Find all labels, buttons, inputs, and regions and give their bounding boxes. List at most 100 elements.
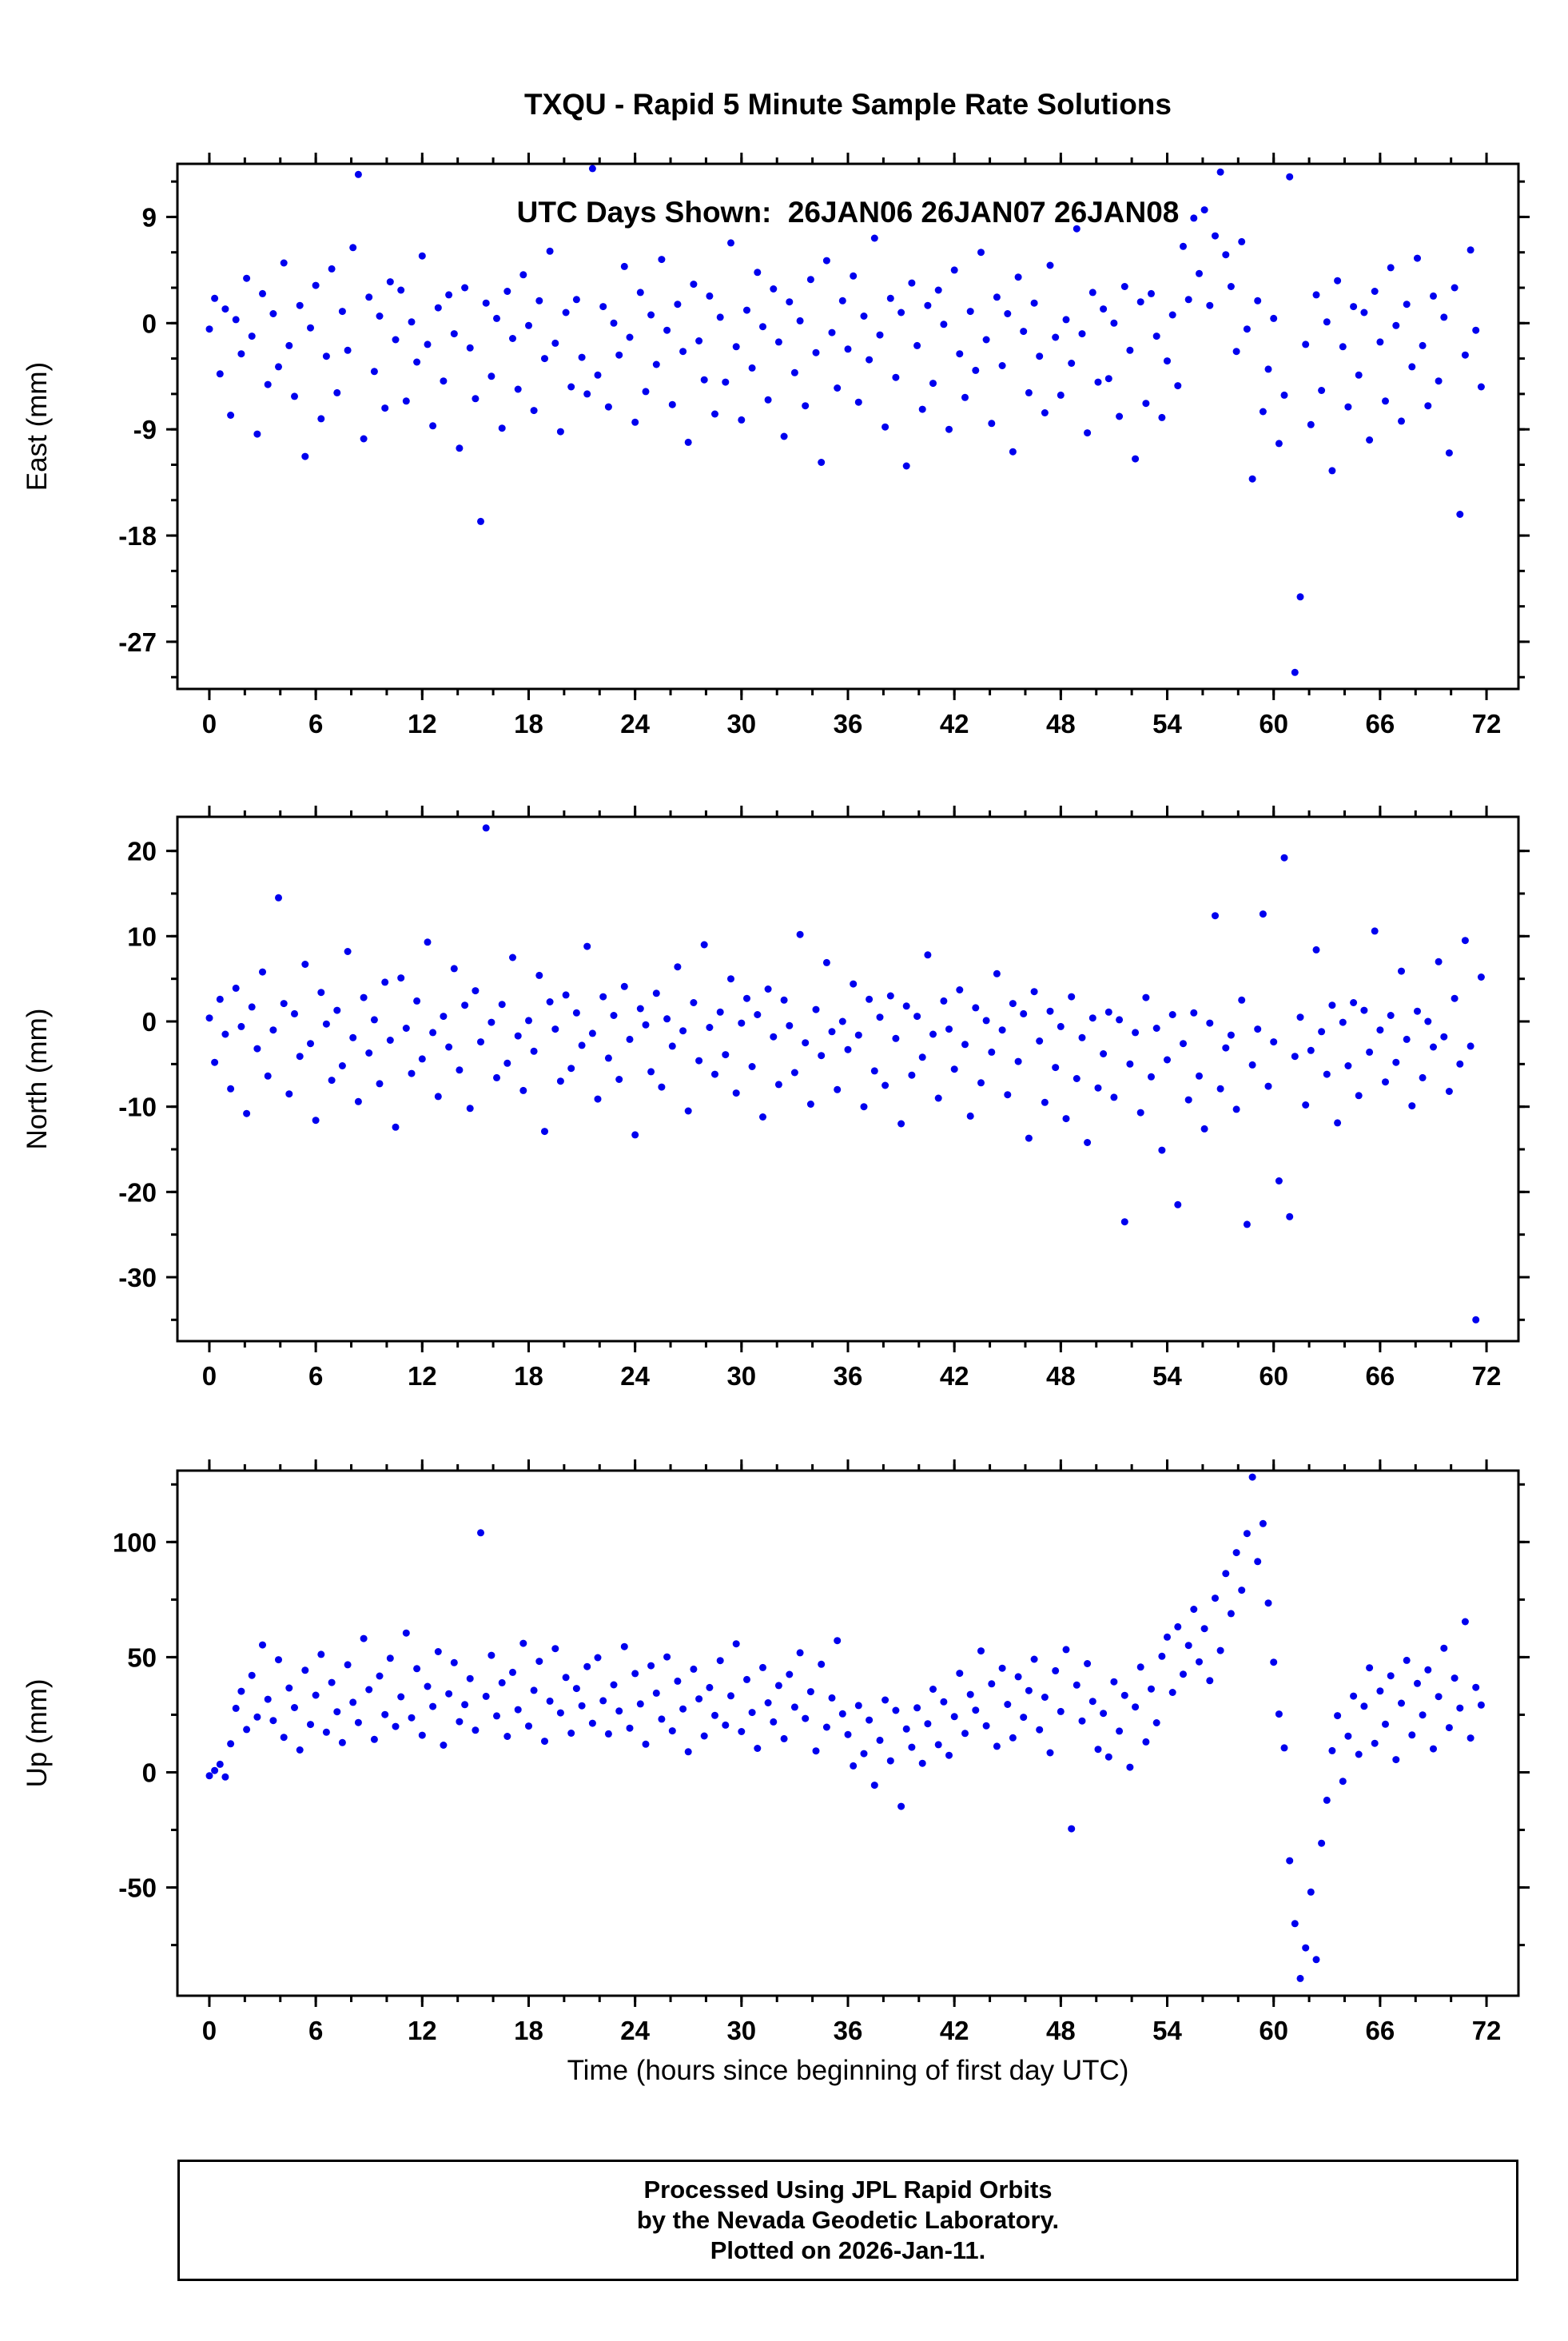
data-point	[551, 1025, 559, 1033]
data-point	[764, 1699, 772, 1706]
data-point	[397, 286, 405, 294]
data-point	[461, 284, 469, 292]
data-point	[711, 1070, 718, 1078]
data-point	[796, 317, 804, 324]
data-point	[1254, 1558, 1262, 1566]
data-point	[1280, 1744, 1288, 1752]
data-point	[1088, 1698, 1096, 1706]
data-point	[1052, 333, 1060, 341]
data-point	[1360, 1006, 1368, 1014]
data-point	[1350, 999, 1358, 1006]
data-point	[583, 390, 591, 398]
data-point	[1142, 993, 1150, 1001]
x-tick-label: 66	[1366, 1361, 1395, 1391]
data-point	[1307, 1046, 1315, 1054]
data-point	[1424, 1666, 1432, 1674]
data-point	[349, 1698, 357, 1706]
data-point	[386, 1654, 394, 1662]
data-point	[786, 1021, 794, 1029]
data-point	[636, 1700, 644, 1708]
data-point	[1344, 1732, 1352, 1740]
data-point	[828, 1694, 836, 1702]
data-point	[743, 994, 750, 1002]
data-point	[1323, 1070, 1331, 1078]
data-point	[1078, 1033, 1086, 1041]
data-point	[1435, 377, 1443, 385]
data-point	[1275, 1177, 1283, 1184]
data-point	[812, 348, 820, 356]
data-point	[402, 1629, 410, 1637]
data-point	[1451, 994, 1459, 1002]
y-tick-label: 100	[113, 1527, 157, 1557]
data-point	[253, 1713, 261, 1721]
data-point	[1078, 330, 1086, 338]
data-point	[1025, 1134, 1033, 1142]
data-point	[1020, 1009, 1028, 1017]
data-point	[828, 328, 836, 336]
data-point	[1275, 440, 1283, 448]
data-point	[854, 1702, 862, 1710]
data-point	[1200, 1125, 1208, 1133]
data-point	[450, 965, 458, 973]
data-point	[945, 425, 953, 433]
data-point	[1004, 310, 1012, 317]
data-point	[806, 1688, 814, 1696]
x-tick-label: 6	[308, 2016, 323, 2045]
data-point	[264, 1072, 272, 1080]
y-tick-label: 0	[142, 1758, 157, 1787]
data-point	[519, 1086, 527, 1094]
data-point	[1136, 1663, 1144, 1671]
data-point	[344, 1661, 352, 1669]
data-point	[301, 961, 309, 968]
x-tick-label: 24	[620, 709, 650, 739]
data-point	[706, 1024, 714, 1031]
x-axis-label: Time (hours since beginning of first day…	[567, 2055, 1129, 2086]
data-point	[509, 1668, 516, 1676]
data-point	[243, 1726, 251, 1734]
data-point	[243, 1109, 251, 1117]
data-point	[434, 1648, 442, 1655]
data-point	[556, 428, 564, 436]
data-point	[1238, 996, 1246, 1004]
data-point	[780, 996, 788, 1004]
data-point	[774, 1682, 782, 1690]
data-point	[216, 1760, 224, 1768]
data-point	[711, 410, 718, 418]
data-point	[945, 1751, 953, 1759]
data-point	[1030, 988, 1038, 996]
data-point	[1392, 1058, 1400, 1066]
data-point	[583, 1662, 591, 1670]
data-point	[1104, 1753, 1112, 1761]
data-point	[445, 291, 453, 299]
data-point	[892, 373, 900, 381]
data-point	[541, 1738, 548, 1746]
data-point	[796, 1649, 804, 1657]
data-point	[312, 1691, 320, 1699]
data-point	[1419, 1073, 1427, 1081]
data-point	[642, 388, 650, 396]
y-tick-label: 10	[127, 922, 157, 951]
data-point	[610, 1012, 618, 1019]
data-point	[594, 1654, 602, 1662]
data-point	[993, 293, 1001, 301]
data-point	[1148, 1685, 1155, 1693]
data-point	[684, 438, 692, 446]
data-point	[1168, 1689, 1176, 1696]
data-point	[1148, 289, 1155, 297]
data-point	[902, 462, 910, 470]
data-point	[929, 1030, 937, 1038]
data-point	[456, 1718, 464, 1726]
data-point	[1270, 314, 1278, 322]
data-point	[556, 1077, 564, 1085]
data-point	[642, 1021, 650, 1029]
data-point	[498, 1678, 506, 1686]
data-point	[1248, 1473, 1256, 1481]
data-point	[1355, 1750, 1363, 1758]
y-tick-label: -27	[118, 627, 157, 657]
data-point	[1430, 292, 1437, 300]
data-point	[322, 1728, 330, 1736]
data-point	[1020, 328, 1028, 336]
data-point	[961, 393, 969, 401]
data-point	[472, 987, 480, 995]
